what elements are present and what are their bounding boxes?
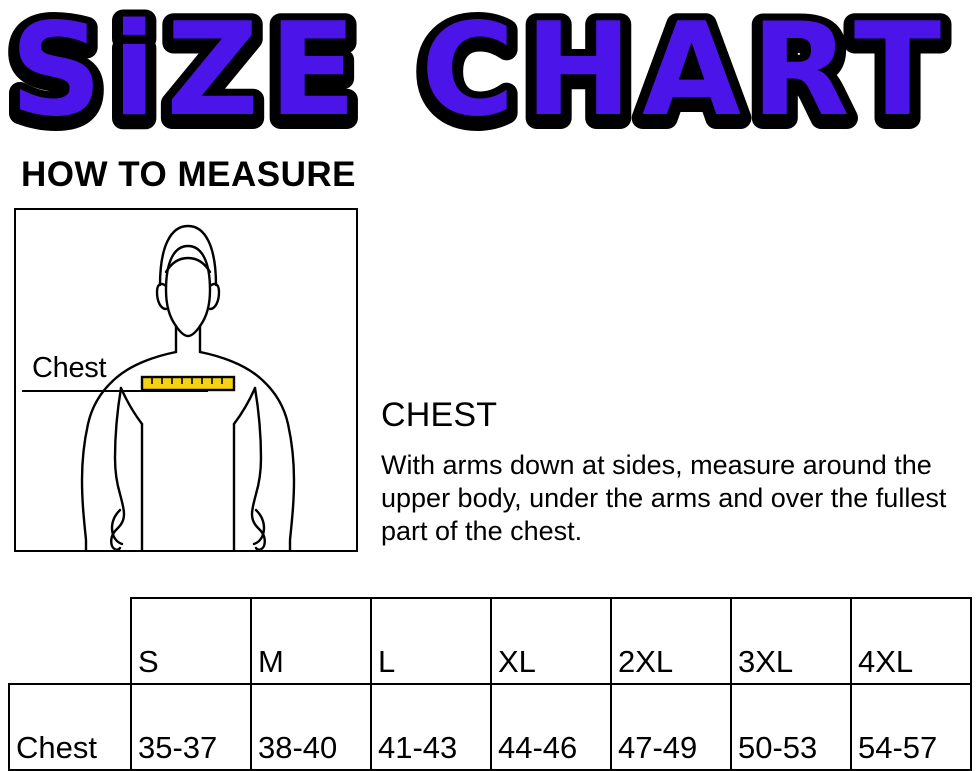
page-title-shadow: SiZE CHART — [10, 0, 951, 149]
table-header-cell-4xl: 4XL — [850, 597, 972, 685]
table-cell-chest-xl: 44-46 — [490, 683, 612, 771]
measurement-diagram-box — [14, 208, 358, 552]
table-cell-chest-m: 38-40 — [250, 683, 372, 771]
table-cell-chest-3xl: 50-53 — [730, 683, 852, 771]
size-table-container: S M L XL 2XL 3XL 4XL Chest 35-37 38-40 4… — [8, 597, 972, 771]
chest-description-block: CHEST With arms down at sides, measure a… — [381, 395, 971, 548]
table-cell-chest-4xl: 54-57 — [850, 683, 972, 771]
table-header-row: S M L XL 2XL 3XL 4XL — [9, 597, 972, 685]
page-title-text: SiZE CHART — [10, 0, 951, 145]
chest-description-heading: CHEST — [381, 396, 498, 434]
table-cell-chest-2xl: 47-49 — [610, 683, 732, 771]
measuring-tape-icon — [140, 375, 236, 392]
table-cell-chest-l: 41-43 — [370, 683, 492, 771]
table-row: Chest 35-37 38-40 41-43 44-46 47-49 50-5… — [8, 683, 972, 771]
table-row-label-chest: Chest — [8, 683, 132, 771]
table-header-cell-xl: XL — [490, 597, 612, 685]
table-corner-cell — [9, 598, 131, 684]
page-title: SiZE CHART SiZE CHART — [0, 0, 978, 150]
table-header-cell-3xl: 3XL — [730, 597, 852, 685]
how-to-measure-heading: HOW TO MEASURE — [21, 155, 356, 194]
table-header-cell-m: M — [250, 597, 372, 685]
table-cell-chest-s: 35-37 — [130, 683, 252, 771]
size-chart-table: S M L XL 2XL 3XL 4XL Chest 35-37 38-40 4… — [8, 597, 972, 771]
chest-description-text: With arms down at sides, measure around … — [381, 450, 947, 546]
table-header-cell-2xl: 2XL — [610, 597, 732, 685]
table-header-cell-l: L — [370, 597, 492, 685]
table-header-cell-s: S — [130, 597, 252, 685]
